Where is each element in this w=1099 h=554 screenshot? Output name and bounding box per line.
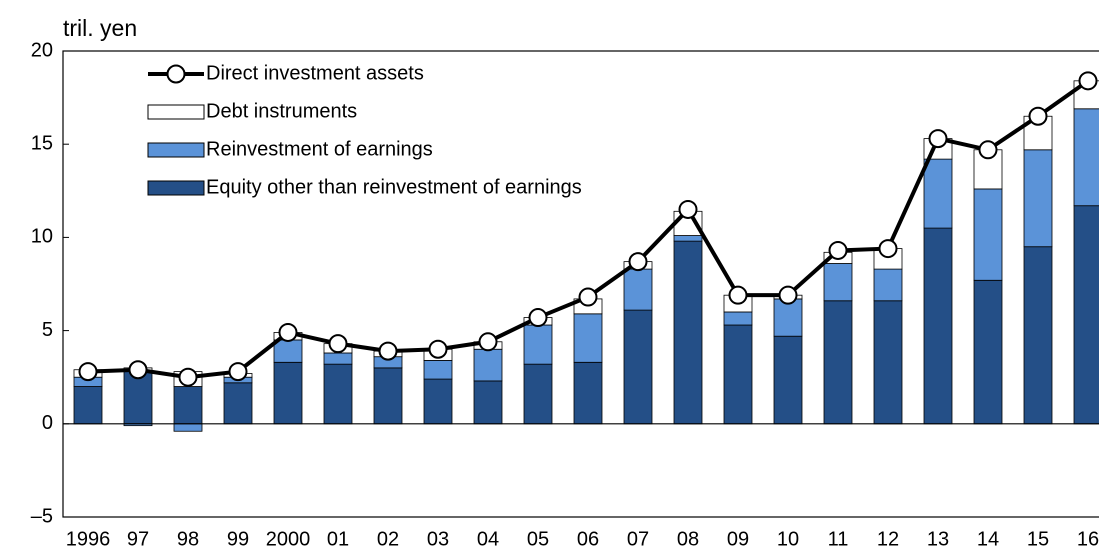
bar xyxy=(623,309,653,425)
x-tick-label: 02 xyxy=(377,528,399,550)
x-tick-label: 15 xyxy=(1027,528,1049,550)
bar xyxy=(873,300,903,425)
x-tick-label: 07 xyxy=(627,528,649,550)
x-tick-label: 01 xyxy=(327,528,349,550)
y-tick-label: 10 xyxy=(31,226,53,248)
bar xyxy=(973,279,1003,425)
bar xyxy=(1073,108,1099,207)
bar xyxy=(723,311,753,326)
legend-marker xyxy=(166,64,186,84)
x-tick-label: 11 xyxy=(828,528,849,550)
bar xyxy=(1023,149,1053,248)
bar xyxy=(423,378,453,425)
line-marker xyxy=(328,334,348,354)
x-tick-label: 09 xyxy=(727,528,749,550)
x-tick-label: 06 xyxy=(577,528,599,550)
bar xyxy=(673,235,703,242)
bar xyxy=(473,380,503,425)
line-marker xyxy=(428,339,448,359)
y-tick-label: –5 xyxy=(31,505,53,527)
bar xyxy=(373,367,403,425)
bar xyxy=(823,263,853,302)
line-marker xyxy=(728,285,748,305)
bar xyxy=(823,300,853,425)
bar xyxy=(773,335,803,425)
legend-swatch xyxy=(147,104,205,120)
x-tick-label: 08 xyxy=(677,528,699,550)
plot-area xyxy=(62,50,1099,518)
bar xyxy=(573,361,603,425)
bar xyxy=(173,423,203,432)
line-marker xyxy=(278,322,298,342)
legend-label: Direct investment assets xyxy=(206,62,424,84)
x-tick-label: 12 xyxy=(877,528,899,550)
bar xyxy=(123,371,153,425)
bar xyxy=(923,158,953,229)
bar xyxy=(973,188,1003,281)
line-marker xyxy=(1028,106,1048,126)
line-marker xyxy=(678,199,698,219)
line-marker xyxy=(128,360,148,380)
line-marker xyxy=(628,252,648,272)
bar xyxy=(673,240,703,425)
x-tick-label: 98 xyxy=(177,528,199,550)
y-tick-label: 20 xyxy=(31,39,53,61)
x-tick-label: 99 xyxy=(227,528,249,550)
bar xyxy=(723,324,753,425)
bar xyxy=(323,363,353,425)
y-axis-label: tril. yen xyxy=(63,15,137,41)
line-marker xyxy=(478,332,498,352)
line-marker xyxy=(78,362,98,382)
legend-swatch xyxy=(147,180,205,196)
bar xyxy=(273,361,303,425)
x-tick-label: 04 xyxy=(477,528,499,550)
y-tick-label: 5 xyxy=(42,319,53,341)
line-marker xyxy=(928,129,948,149)
x-tick-label: 1996 xyxy=(66,528,111,550)
bar xyxy=(573,313,603,363)
bar xyxy=(173,386,203,425)
line-marker xyxy=(378,341,398,361)
x-tick-label: 16 xyxy=(1077,528,1099,550)
line-marker xyxy=(878,239,898,259)
bar xyxy=(73,386,103,425)
line-marker xyxy=(178,367,198,387)
x-tick-label: 10 xyxy=(777,528,799,550)
bar xyxy=(623,268,653,311)
bar xyxy=(473,348,503,382)
bar xyxy=(323,352,353,365)
y-tick-label: 0 xyxy=(42,412,53,434)
line-marker xyxy=(228,362,248,382)
legend-swatch xyxy=(147,142,205,158)
x-tick-label: 13 xyxy=(927,528,949,550)
bar xyxy=(523,363,553,425)
x-tick-label: 05 xyxy=(527,528,549,550)
legend-label: Equity other than reinvestment of earnin… xyxy=(206,176,582,198)
legend-label: Debt instruments xyxy=(206,100,357,122)
bar xyxy=(523,324,553,365)
line-marker xyxy=(528,308,548,328)
x-tick-label: 2000 xyxy=(266,528,311,550)
bar xyxy=(273,339,303,363)
y-tick-label: 15 xyxy=(31,132,53,154)
bar xyxy=(1073,205,1099,425)
legend-label: Reinvestment of earnings xyxy=(206,138,433,160)
x-tick-label: 14 xyxy=(977,528,999,550)
bar xyxy=(923,227,953,425)
bar xyxy=(873,268,903,302)
x-tick-label: 97 xyxy=(127,528,149,550)
line-marker xyxy=(1078,71,1098,91)
bar xyxy=(423,360,453,380)
bar xyxy=(223,382,253,425)
bar xyxy=(1023,246,1053,425)
x-tick-label: 03 xyxy=(427,528,449,550)
line-marker xyxy=(778,285,798,305)
line-marker xyxy=(578,287,598,307)
line-marker xyxy=(978,140,998,160)
line-marker xyxy=(828,240,848,260)
